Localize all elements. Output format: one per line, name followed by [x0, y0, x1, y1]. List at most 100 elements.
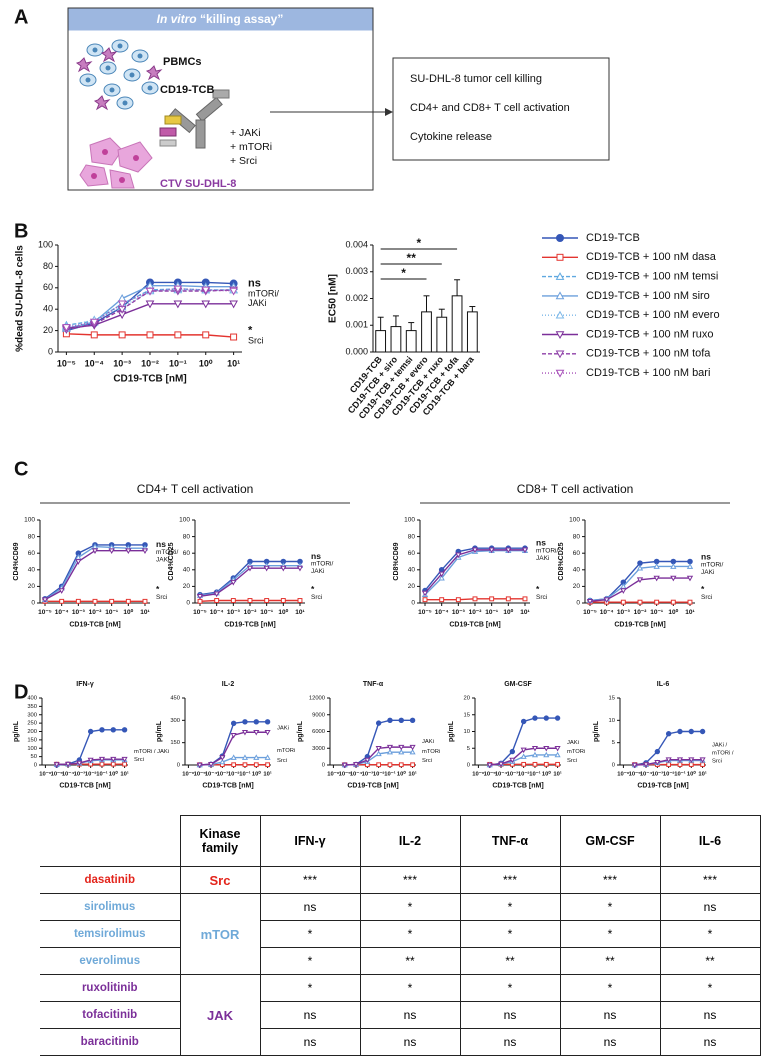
marker: [521, 547, 529, 554]
marker: [666, 762, 672, 767]
marker: [520, 718, 527, 725]
x-tick-label: 10⁻⁵: [38, 609, 52, 616]
assay-header: [68, 8, 373, 31]
chart-title: IL-6: [657, 681, 670, 688]
marker: [439, 597, 445, 603]
annotation: Srci: [567, 758, 577, 764]
marker: [76, 760, 83, 767]
x-tick-label: 10⁻¹: [384, 770, 396, 777]
significance-cell: *: [459, 893, 561, 921]
significance-cell: *: [459, 920, 561, 948]
significance-cell: *: [359, 920, 461, 948]
x-tick-label: 10¹: [685, 609, 694, 616]
annotation: JAKi: [701, 569, 714, 576]
marker: [173, 300, 183, 309]
marker: [121, 727, 128, 733]
y-axis-label: pg/mL: [13, 720, 20, 742]
y-tick-label: 60: [183, 550, 191, 557]
y-tick-label: 80: [408, 533, 416, 540]
annotation: Srci: [536, 594, 547, 601]
series-line: [589, 565, 690, 602]
marker: [341, 762, 348, 769]
x-tick-label: 10⁻²: [228, 770, 240, 777]
x-tick-label: 10⁻¹: [169, 358, 187, 368]
x-axis-label: CD19-TCB [nM]: [59, 783, 110, 790]
x-tick-label: 10¹: [520, 609, 529, 616]
y-tick-label: 150: [27, 737, 37, 743]
marker: [421, 590, 429, 597]
y-axis-label: pg/mL: [156, 720, 163, 742]
marker: [554, 715, 561, 721]
corner-cell: [40, 815, 181, 867]
annotation: ns: [248, 277, 261, 289]
legend-marker: [556, 253, 564, 261]
annotation: JAKi: [156, 557, 169, 564]
drug-name: dasatinib: [40, 866, 181, 894]
marker: [98, 756, 106, 763]
marker: [264, 719, 271, 725]
annotation: JAKi: [567, 740, 579, 746]
marker: [110, 756, 117, 763]
x-tick-label: 10⁻⁵: [583, 609, 597, 616]
legend-label: CD19-TCB + 100 nM tofa: [586, 348, 711, 360]
assay-title-rest: “killing assay”: [197, 12, 284, 26]
marker: [230, 720, 237, 727]
x-tick-label: 10⁻²: [373, 770, 385, 777]
x-tick-label: 10⁻⁵: [484, 771, 497, 777]
marker: [253, 729, 260, 736]
y-tick-label: 60: [573, 550, 581, 557]
legend-marker: [555, 291, 565, 300]
marker: [58, 588, 65, 594]
marker: [146, 331, 154, 339]
table-row: sirolimus mTOR ns * * * ns: [40, 893, 761, 975]
panel-header: CD4+ T cell activation: [137, 482, 254, 496]
marker: [117, 300, 127, 309]
marker: [636, 577, 644, 584]
drug-name: everolimus: [40, 947, 181, 975]
readout: SU-DHL-8 tumor cell killing: [410, 73, 542, 85]
x-tick-label: 10⁻⁵: [339, 771, 352, 777]
x-tick-label: 10¹: [408, 770, 416, 777]
marker: [543, 761, 549, 767]
marker: [265, 762, 270, 768]
legend-label: CD19-TCB + 100 nM bari: [586, 367, 710, 379]
marker: [375, 750, 382, 757]
panel-label: C: [14, 458, 28, 480]
y-tick-label: 0: [186, 600, 190, 607]
annotation: Srci: [712, 759, 722, 765]
arrow-head: [385, 108, 393, 116]
x-tick-label: 10⁻³: [227, 609, 241, 616]
annotation: Srci: [277, 758, 287, 764]
marker: [409, 717, 416, 724]
x-tick-label: 10⁻⁵: [629, 771, 642, 777]
marker: [398, 762, 404, 768]
annotation: ns: [156, 539, 166, 549]
marker: [387, 717, 393, 724]
marker: [230, 579, 237, 586]
x-tick-label: 10⁻³: [217, 770, 229, 777]
significance-cell: *: [559, 974, 661, 1002]
y-tick-label: 20: [28, 583, 36, 590]
chart-title: GM-CSF: [504, 681, 532, 688]
marker: [219, 755, 226, 761]
marker: [62, 324, 71, 332]
marker: [59, 598, 65, 604]
drug-name: sirolimus: [40, 893, 181, 921]
marker: [670, 599, 676, 605]
marker: [108, 548, 115, 555]
drug-name: temsirolimus: [40, 920, 181, 948]
y-tick-label: 300: [170, 718, 180, 724]
x-tick-label: 10⁰: [503, 608, 513, 616]
marker: [92, 598, 98, 604]
x-axis-label: CD19-TCB [nM]: [449, 621, 500, 628]
diagram-label: + JAKi: [230, 127, 261, 139]
marker: [677, 762, 683, 767]
marker: [688, 762, 694, 767]
table-row: ruxolitinib JAK * * * * *: [40, 974, 761, 1056]
marker: [230, 598, 236, 603]
marker: [64, 761, 72, 768]
y-axis-label: EC50 [nM]: [328, 274, 339, 323]
annotation: JAKi: [422, 739, 434, 745]
x-tick-label: 10⁻³: [507, 770, 519, 777]
marker: [196, 762, 203, 769]
